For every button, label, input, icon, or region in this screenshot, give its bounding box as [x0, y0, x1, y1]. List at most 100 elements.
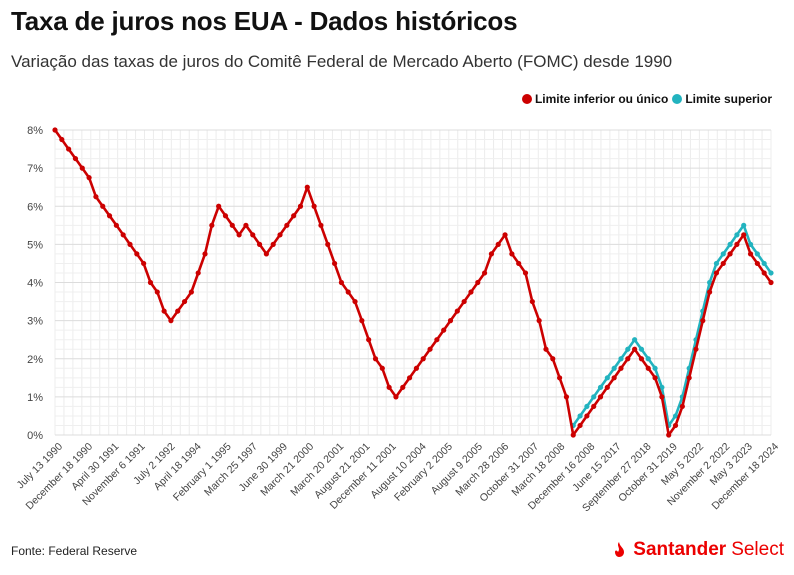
point-upper	[761, 260, 767, 267]
brand-logo: Santander Select	[610, 539, 784, 561]
point-upper	[618, 356, 624, 362]
point-lower	[161, 308, 167, 314]
point-lower	[216, 203, 222, 209]
point-lower	[400, 384, 406, 390]
point-lower	[761, 270, 767, 276]
y-tick-label: 5%	[27, 239, 43, 251]
flame-icon	[615, 542, 625, 557]
point-lower	[188, 289, 194, 295]
point-lower	[536, 318, 542, 324]
point-lower	[659, 394, 665, 400]
point-lower	[250, 232, 256, 238]
point-lower	[331, 260, 338, 267]
point-upper	[604, 375, 610, 381]
point-lower	[461, 298, 467, 305]
point-upper	[727, 241, 733, 247]
point-lower	[127, 241, 133, 247]
point-lower	[113, 222, 119, 228]
legend-label-upper: Limite superior	[685, 92, 772, 106]
y-tick-label: 2%	[27, 354, 43, 366]
point-lower	[270, 241, 276, 247]
point-lower	[570, 432, 576, 438]
point-lower	[263, 251, 269, 257]
point-lower	[632, 346, 638, 352]
point-upper	[645, 356, 651, 362]
point-lower	[181, 298, 188, 305]
y-tick-label: 8%	[27, 125, 43, 137]
y-tick-label: 7%	[27, 163, 43, 175]
point-lower	[366, 337, 372, 343]
point-lower	[72, 155, 79, 162]
point-upper	[611, 365, 617, 371]
point-lower	[693, 346, 699, 352]
legend-item-upper: Limite superior	[672, 92, 772, 106]
point-lower	[666, 432, 672, 438]
point-lower	[447, 318, 454, 324]
point-lower	[277, 232, 283, 238]
point-lower	[509, 251, 515, 257]
y-tick-label: 0%	[27, 430, 43, 442]
point-upper	[754, 251, 760, 257]
point-lower	[222, 213, 229, 219]
point-lower	[154, 289, 160, 295]
point-lower	[195, 270, 201, 276]
point-lower	[325, 241, 331, 247]
point-upper	[584, 403, 590, 410]
point-lower	[557, 375, 563, 381]
y-tick-label: 3%	[27, 316, 43, 328]
point-lower	[482, 270, 488, 276]
point-upper	[741, 222, 747, 228]
point-lower	[202, 251, 208, 257]
point-lower	[386, 384, 392, 390]
chart-subtitle: Variação das taxas de juros do Comitê Fe…	[11, 52, 673, 71]
point-lower	[318, 222, 324, 228]
point-lower	[413, 365, 420, 371]
point-lower	[229, 222, 235, 228]
point-upper	[659, 384, 665, 390]
point-lower	[291, 213, 297, 219]
point-lower	[516, 260, 522, 267]
point-lower	[59, 136, 65, 143]
chart-title: Taxa de juros nos EUA - Dados históricos	[11, 6, 518, 36]
point-lower	[243, 222, 249, 228]
point-lower	[747, 251, 754, 257]
point-upper	[577, 413, 583, 419]
series-line-lower	[53, 129, 773, 437]
point-lower	[209, 222, 215, 228]
point-lower	[700, 318, 706, 324]
point-upper	[652, 365, 658, 371]
brand-sub: Select	[731, 539, 784, 560]
brand-name: Santander	[633, 539, 727, 560]
point-lower	[488, 251, 495, 257]
point-lower	[86, 175, 92, 181]
point-lower	[304, 184, 310, 190]
point-lower	[168, 318, 174, 324]
point-lower	[359, 318, 365, 324]
point-lower	[577, 422, 583, 429]
point-lower	[672, 422, 679, 429]
y-tick-label: 6%	[27, 201, 43, 213]
point-lower	[645, 365, 651, 371]
point-lower	[618, 365, 624, 371]
point-lower	[406, 375, 413, 381]
point-lower	[502, 232, 508, 238]
point-lower	[393, 394, 399, 400]
point-lower	[52, 127, 58, 133]
point-lower	[475, 279, 481, 286]
point-lower	[120, 232, 126, 238]
point-lower	[284, 222, 290, 228]
point-lower	[372, 356, 379, 362]
point-lower	[420, 356, 426, 362]
point-lower	[441, 327, 447, 333]
point-upper	[734, 232, 740, 238]
point-lower	[297, 203, 304, 209]
point-lower	[175, 308, 181, 314]
legend-dot-upper	[672, 94, 683, 104]
y-tick-label: 4%	[27, 278, 43, 290]
point-upper	[591, 394, 597, 400]
point-lower	[611, 375, 617, 381]
point-lower	[563, 394, 570, 400]
point-lower	[79, 165, 85, 171]
point-upper	[597, 384, 604, 390]
